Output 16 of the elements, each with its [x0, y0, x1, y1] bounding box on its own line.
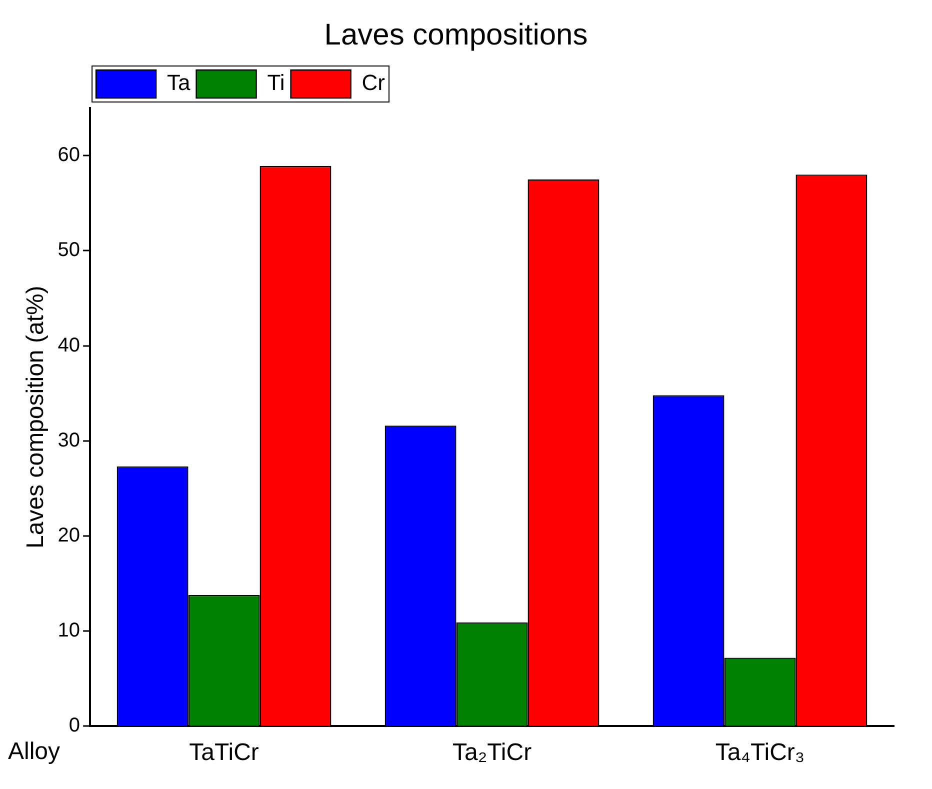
y-tick-label: 20	[58, 524, 80, 546]
x-axis-title: Alloy	[8, 738, 60, 765]
y-axis-title: Laves composition (at%)	[22, 286, 50, 548]
y-tick-label: 10	[58, 620, 80, 642]
y-tick-label: 40	[58, 334, 80, 356]
legend-label: Ti	[267, 70, 285, 96]
x-tick-label: TaTiCr	[189, 739, 259, 766]
y-tick-label: 0	[68, 714, 80, 737]
x-tick-label: Ta₄TiCr₃	[715, 739, 805, 766]
chart-title: Laves compositions	[324, 18, 588, 52]
y-tick-label: 30	[58, 429, 80, 452]
y-tick-label: 60	[58, 144, 80, 166]
y-tick-label: 50	[58, 239, 80, 262]
x-tick-label: Ta₂TiCr	[452, 739, 532, 766]
legend-label: Ta	[167, 70, 192, 96]
legend-label: Cr	[362, 70, 386, 96]
